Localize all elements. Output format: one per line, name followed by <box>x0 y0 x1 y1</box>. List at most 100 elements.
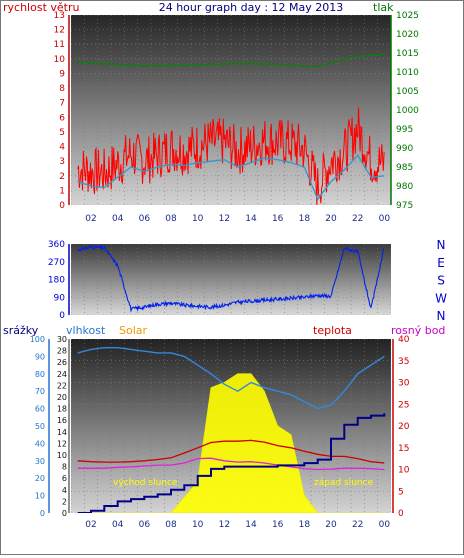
rain-tick-label: 20 <box>35 474 45 483</box>
temperature-tick-label: 35 <box>398 357 409 367</box>
solar-area <box>77 373 385 513</box>
temperature-tick-label: 15 <box>398 444 409 454</box>
temperature-tick-label: 30 <box>398 379 410 389</box>
rain-line <box>77 413 386 513</box>
temperature-panel: 0102030405060708090100024681012141618202… <box>30 335 410 530</box>
direction-tick-label: 0 <box>59 311 65 321</box>
temperature-line <box>77 439 385 464</box>
wind-tick-label: 7 <box>59 99 65 109</box>
wind-tick-label: 0 <box>59 201 65 211</box>
x-tick-label: 02 <box>85 520 96 530</box>
temperature-tick-label: 10 <box>398 466 410 476</box>
humidity-tick-label: 22 <box>57 381 67 390</box>
wind-tick-label: 12 <box>54 26 65 36</box>
rain-tick-label: 30 <box>35 457 45 466</box>
direction-tick-label: 360 <box>48 240 65 250</box>
compass-label: N <box>437 238 446 252</box>
direction-tick-label: 270 <box>48 258 65 268</box>
wind-tick-label: 1 <box>59 186 65 196</box>
sunset-label: západ slunce <box>314 478 374 488</box>
dewpoint-line <box>77 457 385 471</box>
temperature-label: teplota <box>313 324 352 337</box>
x-tick-label: 18 <box>299 520 311 530</box>
x-tick-label: 00 <box>379 520 391 530</box>
rain-label: srážky <box>3 324 39 337</box>
wind-tick-label: 11 <box>54 40 65 50</box>
pressure-tick-label: 1020 <box>396 30 419 40</box>
rain-tick-label: 100 <box>30 335 45 344</box>
pressure-tick-label: 1000 <box>396 106 419 116</box>
compass-label: W <box>435 291 447 305</box>
wind-direction-trace <box>77 244 385 313</box>
humidity-label: vlhkost <box>66 324 106 337</box>
humidity-tick-label: 2 <box>62 497 67 506</box>
x-tick-label: 04 <box>112 520 124 530</box>
humidity-tick-label: 0 <box>62 509 67 518</box>
x-tick-label: 20 <box>325 214 337 224</box>
x-tick-label: 12 <box>219 520 230 530</box>
temperature-tick-label: 40 <box>398 335 410 345</box>
wind-tick-label: 9 <box>59 69 65 79</box>
dewpoint-label: rosný bod <box>391 324 445 337</box>
direction-tick-label: 180 <box>48 276 65 286</box>
pressure-tick-label: 995 <box>396 125 413 135</box>
x-tick-label: 10 <box>192 520 204 530</box>
wind-average-line <box>77 154 385 201</box>
wind-speed-trace <box>77 107 385 205</box>
humidity-tick-label: 14 <box>57 428 67 437</box>
rain-tick-label: 0 <box>40 509 45 518</box>
humidity-tick-label: 26 <box>57 358 67 367</box>
x-tick-label: 18 <box>299 214 311 224</box>
x-tick-label: 14 <box>245 214 257 224</box>
pressure-tick-label: 1025 <box>396 11 419 21</box>
pressure-tick-label: 1010 <box>396 68 419 78</box>
x-tick-label: 00 <box>379 214 391 224</box>
x-tick-label: 14 <box>245 520 257 530</box>
wind-tick-label: 10 <box>54 55 66 65</box>
x-tick-label: 16 <box>272 214 284 224</box>
x-tick-label: 22 <box>352 214 363 224</box>
temperature-tick-label: 5 <box>398 487 404 497</box>
humidity-tick-label: 30 <box>57 335 67 344</box>
x-tick-label: 16 <box>272 520 284 530</box>
x-tick-label: 06 <box>139 214 151 224</box>
humidity-line <box>77 347 385 410</box>
temperature-tick-label: 25 <box>398 400 409 410</box>
humidity-tick-label: 4 <box>62 486 67 495</box>
pressure-tick-label: 990 <box>396 144 413 154</box>
humidity-tick-label: 12 <box>57 439 67 448</box>
temperature-tick-label: 0 <box>398 509 404 519</box>
wind-tick-label: 4 <box>59 143 65 153</box>
x-tick-label: 10 <box>192 214 204 224</box>
wind-speed-label: rychlost větru <box>3 1 79 14</box>
rain-tick-label: 10 <box>35 492 45 501</box>
pressure-line <box>77 53 385 68</box>
wind-pressure-panel: 0123456789101112139759809859909951000100… <box>54 11 420 224</box>
rain-tick-label: 90 <box>35 352 45 361</box>
compass-label: S <box>437 274 445 288</box>
sunrise-label: východ slunce <box>113 478 178 488</box>
humidity-tick-label: 8 <box>62 463 67 472</box>
solar-label: Solar <box>119 324 148 337</box>
wind-tick-label: 6 <box>59 113 65 123</box>
pressure-label: tlak <box>373 1 394 14</box>
humidity-tick-label: 10 <box>57 451 67 460</box>
pressure-tick-label: 985 <box>396 163 413 173</box>
direction-tick-label: 90 <box>54 293 66 303</box>
humidity-tick-label: 24 <box>57 370 67 379</box>
chart-title: 24 hour graph day : 12 May 2013 <box>159 1 344 14</box>
rain-tick-label: 50 <box>35 422 45 431</box>
x-tick-label: 20 <box>325 520 337 530</box>
wind-tick-label: 8 <box>59 84 65 94</box>
humidity-tick-label: 28 <box>57 347 67 356</box>
temperature-tick-label: 20 <box>398 422 410 432</box>
humidity-tick-label: 16 <box>57 416 67 425</box>
x-tick-label: 04 <box>112 214 124 224</box>
pressure-tick-label: 975 <box>396 201 413 211</box>
x-tick-label: 12 <box>219 214 230 224</box>
wind-tick-label: 5 <box>59 128 65 138</box>
wind-tick-label: 3 <box>59 157 65 167</box>
